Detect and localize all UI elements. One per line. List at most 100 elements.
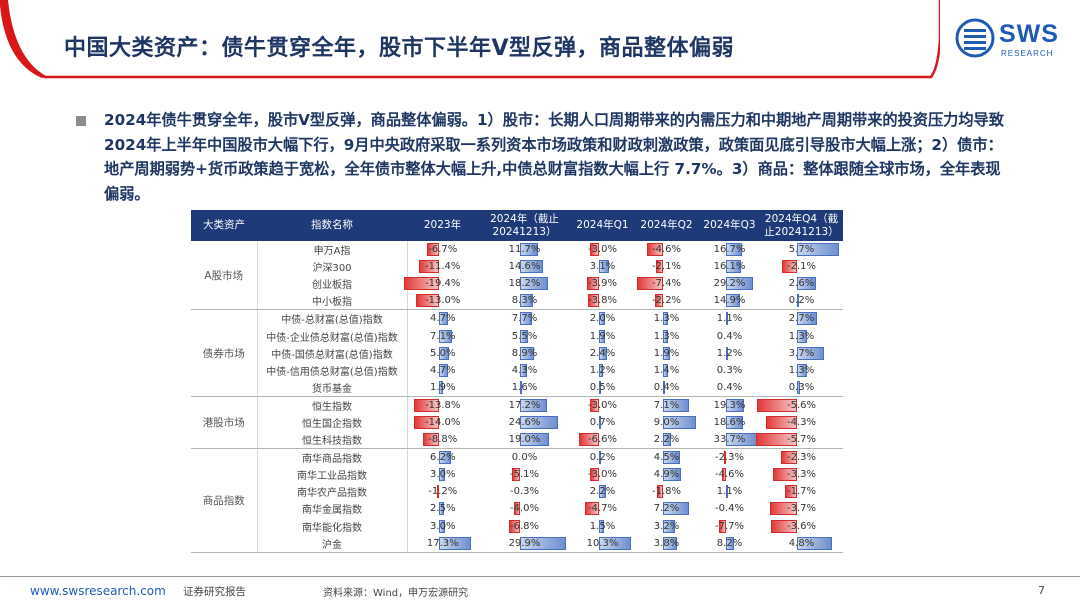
- value-text: -3.6%: [786, 520, 816, 532]
- index-name-cell: 沪金: [256, 534, 408, 553]
- negative-data-bar: [590, 398, 600, 412]
- table-row: 南华工业品指数 3.0% -5.1% -3.0% 4.9% -4.6% -3.3%: [191, 466, 843, 484]
- column-header: 2024年Q1: [571, 210, 634, 241]
- index-name-cell: 恒生科技指数: [256, 431, 408, 450]
- value-cell: 0.5%: [571, 378, 634, 397]
- value-cell: 14.9%: [699, 292, 760, 311]
- value-cell: -3.0%: [571, 466, 634, 483]
- positive-data-bar: [599, 415, 602, 429]
- positive-data-bar: [663, 415, 696, 429]
- value-text: 18.6%: [713, 416, 746, 428]
- positive-data-bar: [663, 451, 680, 465]
- value-text: 1.3%: [653, 330, 680, 342]
- value-cell: 2.7%: [760, 310, 843, 328]
- value-cell: 5.0%: [407, 345, 478, 362]
- value-cell: -6.8%: [478, 518, 571, 535]
- value-text: 4.7%: [430, 313, 456, 325]
- value-cell: 0.4%: [699, 327, 760, 344]
- value-cell: 0.0%: [478, 449, 571, 467]
- value-text: 33.7%: [713, 434, 746, 446]
- value-cell: 18.2%: [478, 275, 571, 292]
- value-text: -2.2%: [651, 295, 681, 307]
- positive-data-bar: [663, 398, 689, 412]
- value-cell: -7.7%: [699, 518, 760, 535]
- value-text: 2.5%: [430, 503, 456, 515]
- negative-data-bar: [756, 398, 798, 412]
- negative-data-bar: [773, 468, 798, 482]
- positive-data-bar: [726, 536, 734, 550]
- value-cell: 8.9%: [478, 345, 571, 362]
- value-cell: 1.3%: [760, 362, 843, 379]
- value-text: -2.1%: [786, 261, 816, 273]
- value-cell: 7.2%: [634, 500, 699, 517]
- value-cell: 3.2%: [634, 518, 699, 535]
- value-cell: 0.2%: [760, 292, 843, 311]
- value-cell: -4.6%: [634, 241, 699, 258]
- value-text: -1.8%: [651, 486, 681, 498]
- value-text: 8.9%: [511, 347, 538, 359]
- value-cell: 2.5%: [407, 500, 478, 517]
- positive-data-bar: [663, 312, 668, 326]
- value-cell: -5.1%: [478, 466, 571, 483]
- value-cell: 5.5%: [478, 327, 571, 344]
- table-row: 商品指数 南华商品指数 6.2% 0.0% 0.2% 4.5% -2.3% -2.3%: [191, 448, 843, 553]
- negative-data-bar: [418, 260, 440, 274]
- value-text: 1.3%: [788, 364, 815, 376]
- value-cell: -5.6%: [756, 396, 843, 414]
- value-text: -2.3%: [714, 452, 744, 464]
- value-cell: 2.0%: [571, 310, 634, 328]
- table-row: 货币基金 1.9% 1.6% 0.5% 0.4% 0.4% 0.3%: [191, 378, 843, 397]
- positive-data-bar: [663, 468, 681, 482]
- index-name-cell: 沪深300: [256, 258, 408, 276]
- value-text: -3.3%: [786, 469, 816, 481]
- positive-data-bar: [726, 294, 740, 308]
- value-text: 17.3%: [426, 537, 459, 549]
- value-text: 7.1%: [653, 399, 680, 411]
- value-text: 1.2%: [716, 347, 743, 359]
- asset-category-cell: 债券市场: [191, 309, 257, 397]
- title-banner-decoration: [0, 0, 940, 79]
- value-text: 3.2%: [653, 520, 680, 532]
- value-cell: 1.9%: [571, 327, 634, 344]
- value-text: 3.8%: [653, 537, 680, 549]
- index-name-cell: 南华能化指数: [256, 517, 408, 535]
- positive-data-bar: [663, 346, 671, 360]
- index-name-cell: 中债-国债总财富(总值)指数: [256, 344, 408, 362]
- value-cell: 3.7%: [760, 345, 843, 362]
- value-cell: -1.8%: [634, 483, 699, 500]
- negative-data-bar: [770, 502, 798, 516]
- value-cell: -3.6%: [760, 518, 843, 535]
- value-text: -11.4%: [425, 261, 461, 273]
- value-cell: 2.2%: [634, 431, 699, 450]
- column-header: 2024年Q2: [634, 210, 699, 241]
- value-text: 18.2%: [508, 278, 541, 290]
- value-text: -6.6%: [587, 434, 617, 446]
- value-cell: -4.6%: [699, 466, 760, 483]
- positive-data-bar: [663, 329, 668, 343]
- value-text: 1.9%: [653, 347, 680, 359]
- value-text: 29.2%: [713, 278, 746, 290]
- value-text: 4.5%: [653, 452, 680, 464]
- value-cell: 1.9%: [634, 345, 699, 362]
- value-text: -4.7%: [587, 503, 617, 515]
- column-header: 指数名称: [257, 210, 407, 241]
- value-cell: 29.2%: [699, 275, 760, 292]
- value-text: 0.7%: [589, 416, 616, 428]
- value-text: 1.9%: [430, 381, 456, 393]
- negative-data-bar: [413, 415, 440, 429]
- value-cell: -2.3%: [699, 449, 760, 467]
- value-cell: -6.7%: [407, 241, 478, 258]
- value-cell: 0.7%: [571, 414, 634, 431]
- value-cell: -2.1%: [634, 258, 699, 275]
- value-text: 16.7%: [713, 244, 746, 256]
- value-cell: 18.6%: [699, 414, 760, 431]
- footer-website-link[interactable]: www.swsresearch.com: [30, 584, 166, 598]
- negative-data-bar: [509, 519, 520, 533]
- bullet-square-icon: [76, 116, 86, 126]
- table-row: 恒生国企指数 -14.0% 24.6% 0.7% 9.0% 18.6% -4.3%: [191, 413, 843, 432]
- value-text: 8.2%: [716, 537, 743, 549]
- value-text: 0.3%: [788, 381, 815, 393]
- positive-data-bar: [519, 433, 550, 447]
- positive-data-bar: [726, 346, 729, 360]
- table-row: 南华农产品指数 -1.2% -0.3% 2.2% -1.8% 1.1% -1.7%: [191, 483, 843, 501]
